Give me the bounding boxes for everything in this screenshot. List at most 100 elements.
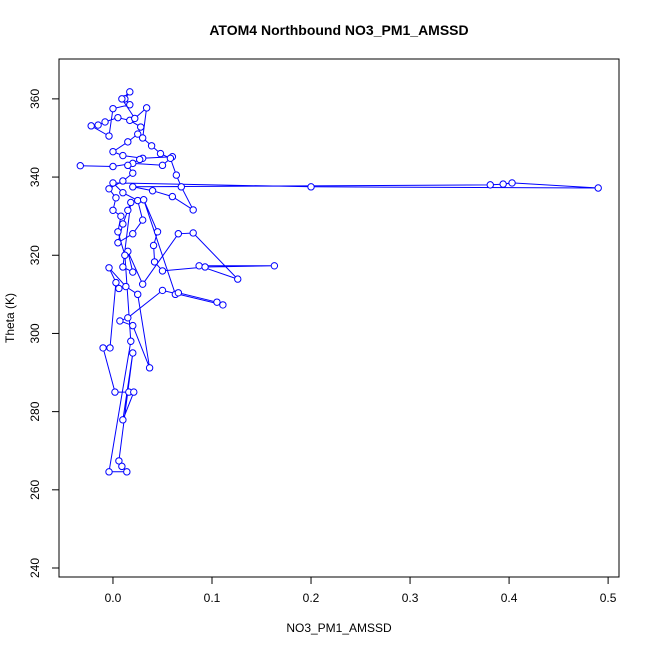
data-point: [129, 349, 137, 357]
data-point: [177, 183, 185, 191]
data-point: [124, 161, 132, 170]
data-point: [134, 290, 142, 299]
data-point: [150, 258, 159, 266]
data-point: [76, 162, 84, 170]
x-tick-label: 0.0: [105, 591, 122, 605]
data-point: [145, 364, 154, 372]
data-point: [105, 132, 113, 140]
data-point: [123, 468, 131, 476]
data-point: [119, 416, 127, 424]
data-point: [129, 268, 137, 276]
y-tick-label: 320: [28, 245, 42, 265]
data-point: [87, 122, 95, 130]
data-point: [119, 177, 127, 185]
data-point: [109, 162, 117, 171]
data-point: [148, 187, 157, 195]
data-point: [129, 230, 137, 238]
data-point: [131, 114, 139, 123]
data-point: [106, 344, 114, 352]
data-point: [118, 95, 126, 103]
y-tick-label: 340: [28, 167, 42, 187]
x-tick-label: 0.5: [600, 591, 617, 605]
data-point: [109, 147, 117, 156]
data-point: [114, 239, 122, 247]
data-point: [149, 241, 158, 250]
data-point: [129, 169, 137, 177]
x-tick-label: 0.1: [204, 591, 221, 605]
data-point: [153, 228, 162, 236]
data-point: [168, 192, 177, 201]
data-point: [158, 267, 167, 275]
data-point: [138, 134, 147, 142]
data-point: [112, 194, 120, 202]
data-point: [138, 216, 147, 224]
data-point: [166, 154, 175, 162]
data-point: [594, 184, 602, 192]
chart-title: ATOM4 Northbound NO3_PM1_AMSSD: [209, 22, 468, 38]
y-tick-label: 240: [28, 558, 42, 578]
data-point: [124, 138, 132, 146]
data-point: [307, 183, 315, 191]
x-tick-label: 0.2: [303, 591, 320, 605]
y-tick-label: 360: [28, 89, 42, 109]
data-point: [119, 220, 127, 228]
data-point: [94, 121, 102, 129]
data-point: [126, 101, 134, 109]
data-point: [116, 317, 124, 325]
data-point: [119, 263, 127, 271]
data-point: [213, 298, 221, 306]
y-tick-label: 300: [28, 323, 42, 343]
data-point: [127, 198, 135, 207]
data-point: [109, 104, 117, 113]
data-point: [219, 301, 227, 309]
data-point: [270, 262, 279, 270]
data-point: [499, 180, 507, 188]
data-point: [486, 181, 494, 189]
data-point: [122, 282, 130, 291]
data-point: [126, 88, 134, 96]
data-point: [101, 118, 109, 126]
data-point: [114, 113, 122, 122]
data-point: [119, 189, 127, 197]
data-point: [114, 228, 122, 236]
data-point: [136, 123, 145, 131]
y-tick-label: 280: [28, 401, 42, 421]
data-point: [201, 263, 209, 271]
data-point: [147, 142, 156, 150]
x-tick-label: 0.4: [501, 591, 518, 605]
series-line: [80, 91, 599, 473]
data-point: [139, 196, 148, 204]
data-point: [112, 278, 120, 287]
data-point: [99, 344, 107, 352]
plot-frame: [58, 58, 620, 578]
x-tick-label: 0.3: [402, 591, 419, 605]
data-point: [174, 230, 183, 238]
data-point: [115, 284, 123, 293]
data-point: [105, 185, 113, 193]
x-axis-label: NO3_PM1_AMSSD: [286, 621, 392, 635]
data-point: [111, 388, 119, 396]
data-point: [129, 183, 137, 191]
data-point: [234, 275, 242, 283]
y-tick-label: 260: [28, 479, 42, 499]
data-point: [138, 280, 147, 288]
data-point: [134, 196, 142, 205]
data-point: [158, 286, 167, 295]
data-point: [174, 289, 183, 297]
data-point: [118, 462, 126, 471]
data-point: [195, 262, 203, 270]
data-point: [189, 229, 197, 237]
data-point: [105, 468, 113, 476]
data-point: [508, 179, 516, 187]
data-point: [129, 321, 137, 330]
data-point: [172, 171, 181, 179]
data-point: [117, 212, 125, 220]
data-point: [158, 161, 167, 170]
data-point: [119, 151, 127, 160]
data-point: [136, 155, 144, 164]
data-point: [124, 206, 132, 214]
data-point: [130, 388, 138, 396]
data-point: [115, 457, 123, 465]
